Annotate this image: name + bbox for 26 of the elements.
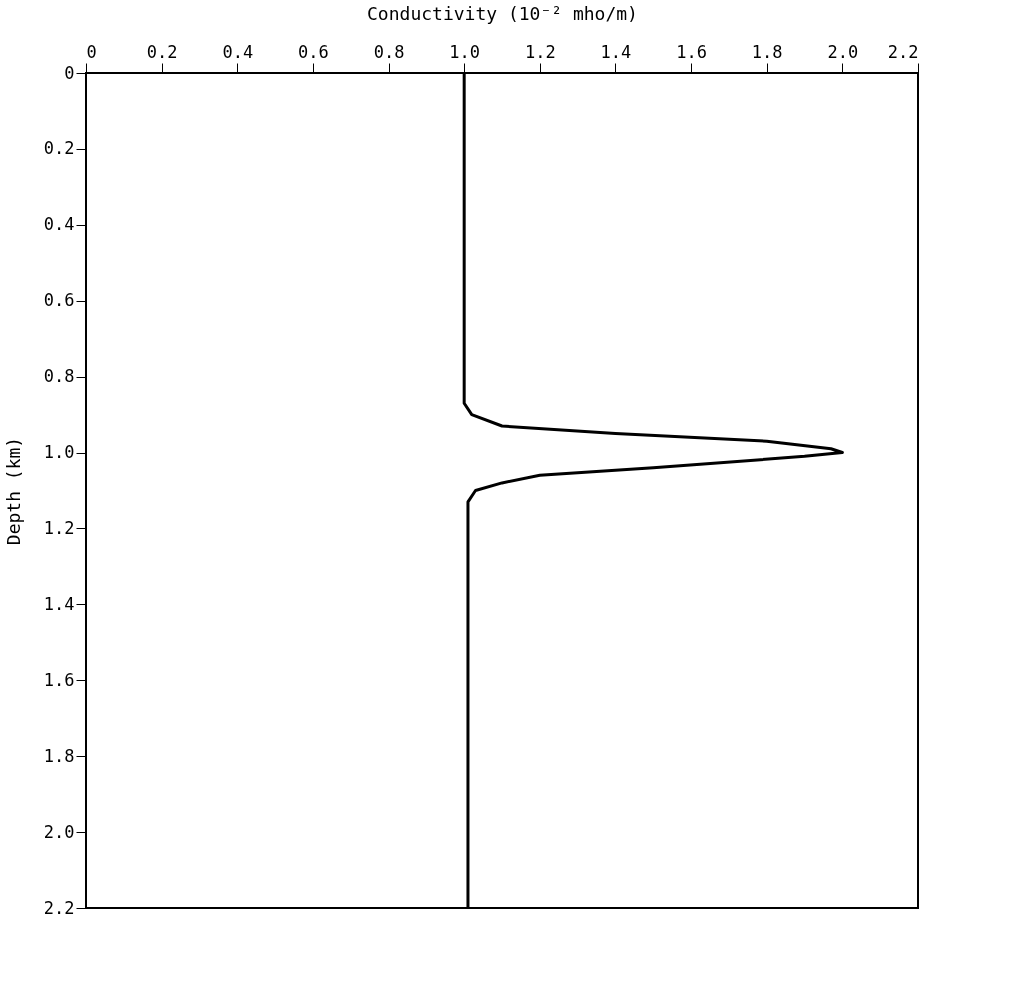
x-tick-label: 0.2 [146, 41, 178, 62]
x-axis-title: Conductivity (10⁻² mho/m) [367, 2, 638, 24]
y-tick-label: 0.4 [43, 214, 75, 235]
y-tick-label: 0.6 [43, 290, 75, 311]
y-tick-label: 1.0 [43, 442, 75, 463]
x-tick-label: 0 [86, 41, 97, 62]
x-tick-label: 0.8 [373, 41, 405, 62]
x-tick-label: 1.8 [751, 41, 783, 62]
y-tick-label: 0 [64, 62, 75, 83]
y-tick-label: 1.4 [43, 593, 75, 614]
y-tick-label: 1.6 [43, 669, 75, 690]
y-tick-label: 0.2 [43, 138, 75, 159]
y-axis-title: Depth (km) [2, 436, 24, 546]
y-tick-label: 1.8 [43, 745, 75, 766]
y-tick-label: 1.2 [43, 517, 75, 538]
y-tick-label: 2.2 [43, 897, 75, 918]
y-tick-label: 2.0 [43, 821, 75, 842]
x-tick-label: 1.6 [676, 41, 707, 62]
x-tick-label: 1.2 [524, 41, 556, 62]
y-tick-label: 0.8 [43, 366, 75, 387]
x-tick-label: 2.0 [827, 41, 859, 62]
x-tick-label: 2.2 [887, 41, 919, 62]
x-tick-label: 0.4 [222, 41, 254, 62]
x-tick-label: 1.0 [449, 41, 481, 62]
x-tick-label: 1.4 [600, 41, 632, 62]
x-tick-label: 0.6 [298, 41, 329, 62]
